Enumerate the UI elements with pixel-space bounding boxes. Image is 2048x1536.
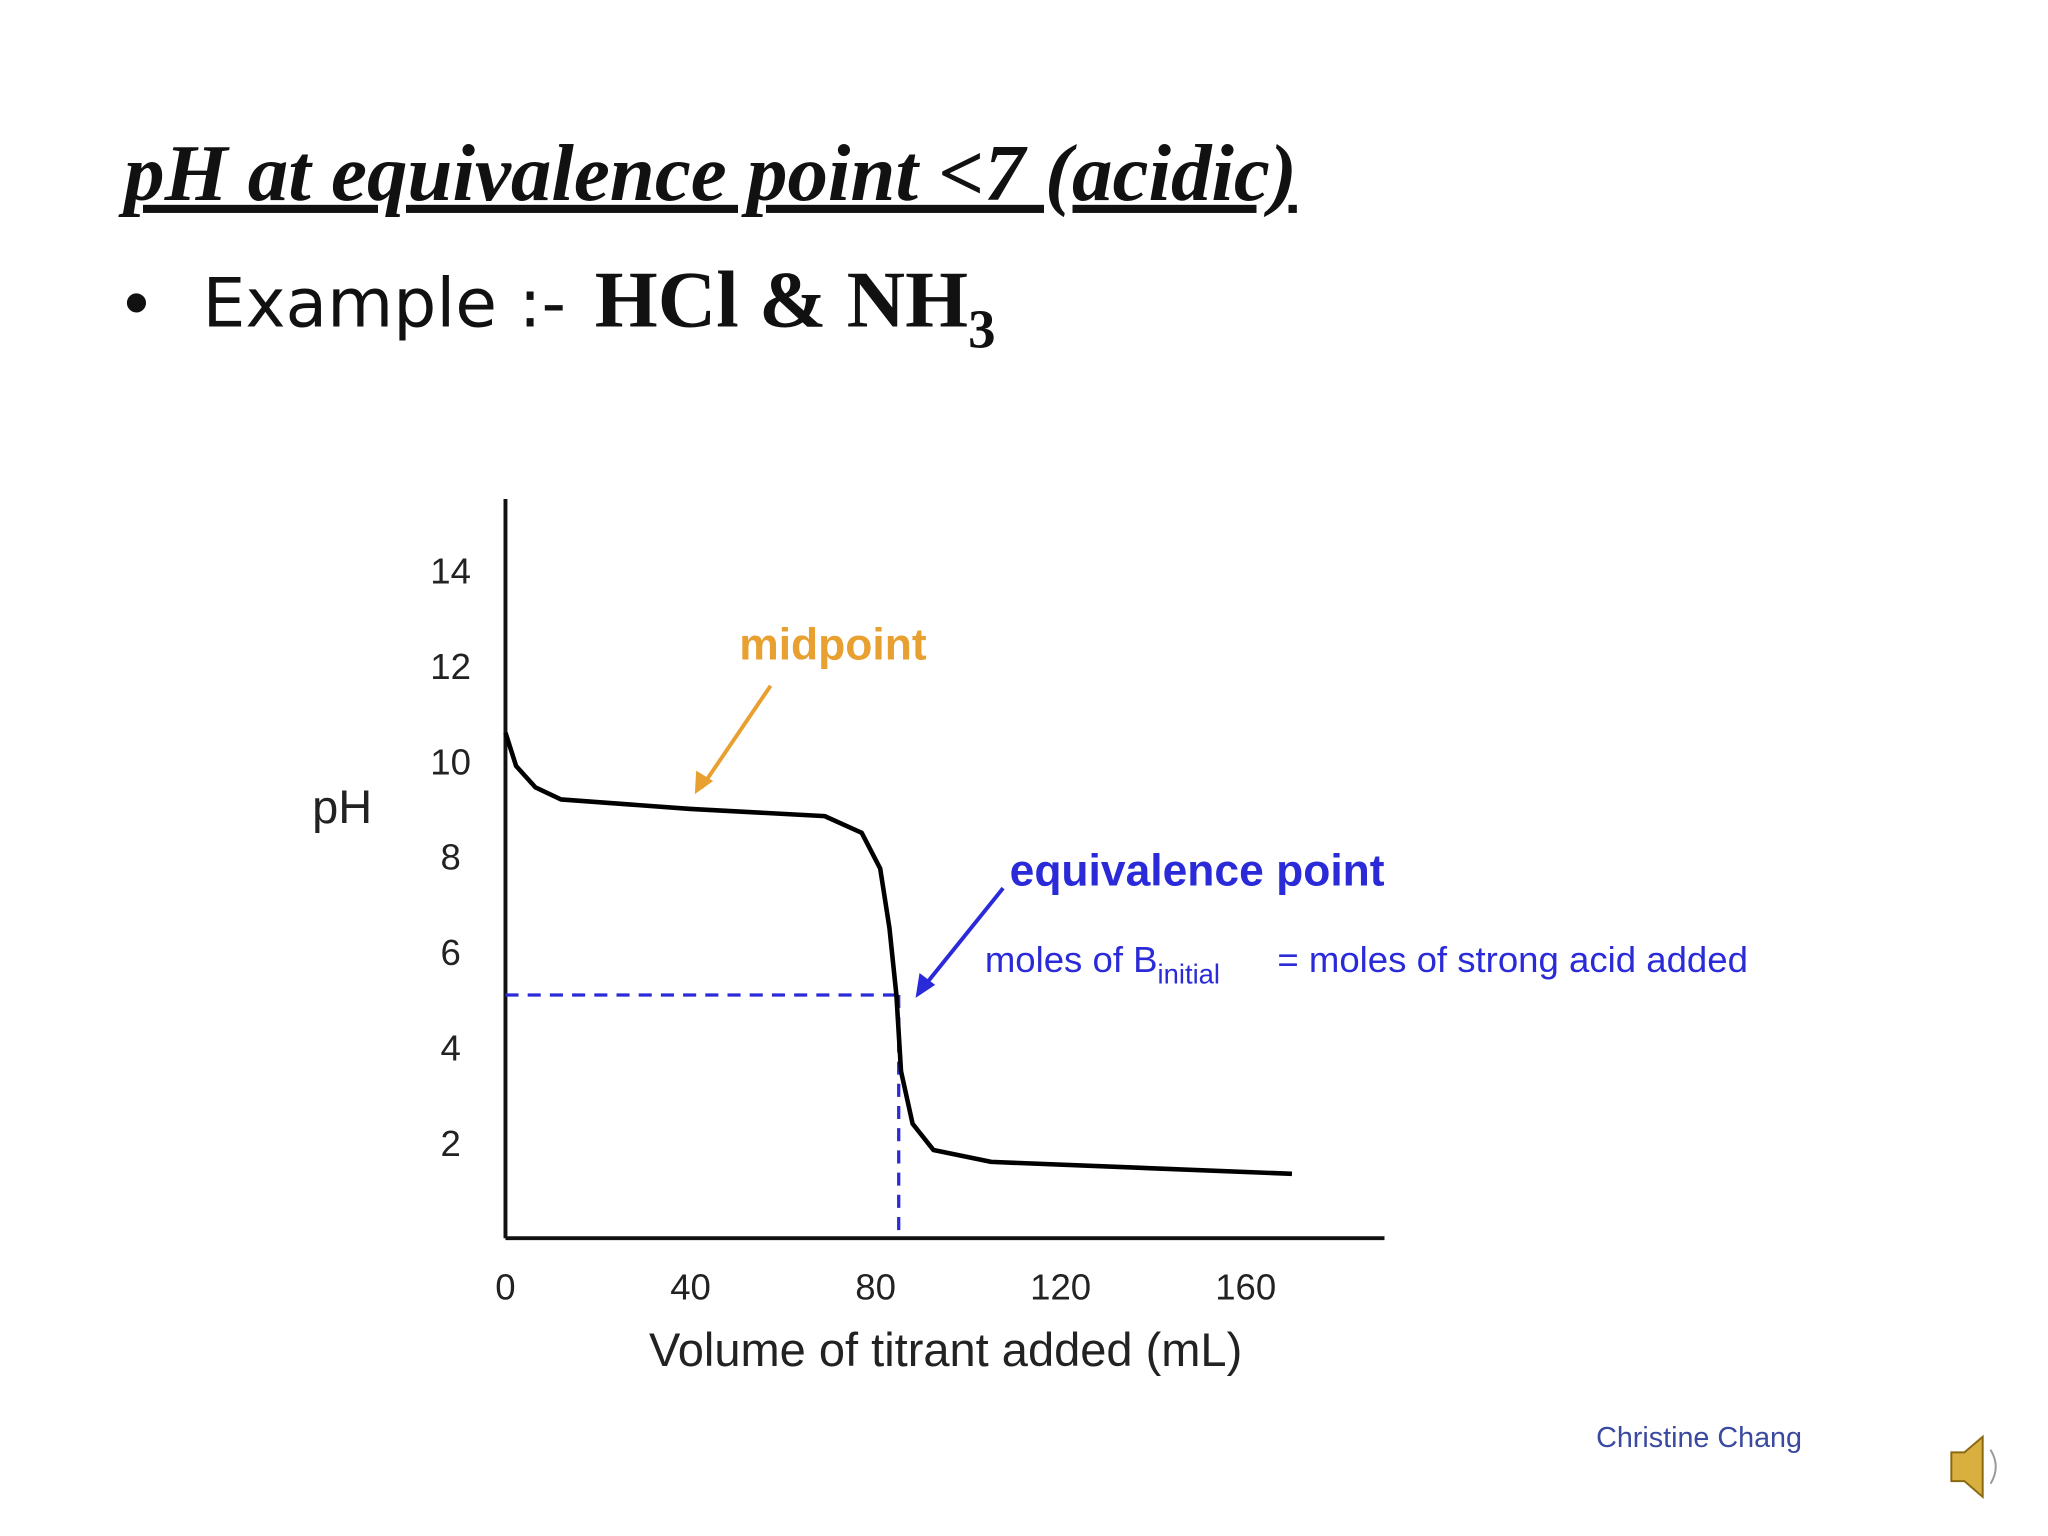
formula: HCl & NH xyxy=(595,255,968,345)
y-tick-label: 8 xyxy=(440,837,460,878)
y-tick-label: 2 xyxy=(440,1123,460,1164)
bullet-line: Example :- HCl & NH3 xyxy=(202,255,995,360)
x-axis-title: Volume of titrant added (mL) xyxy=(649,1323,1242,1376)
x-tick-label: 160 xyxy=(1215,1267,1276,1308)
midpoint-label: midpoint xyxy=(739,621,927,670)
equivalence-arrow xyxy=(920,886,1005,990)
y-axis-title: pH xyxy=(312,780,372,833)
midpoint-arrow xyxy=(699,684,773,789)
formula-subscript: 3 xyxy=(968,298,995,359)
bullet: • xyxy=(124,263,149,342)
y-tick-label: 12 xyxy=(430,646,471,687)
speaker-wave xyxy=(1989,1449,1997,1485)
chart: pH Volume of titrant added (mL) midpoint… xyxy=(312,498,1748,1376)
x-tick-label: 80 xyxy=(855,1267,896,1308)
bullet-text: Example :- xyxy=(202,265,566,344)
x-tick-label: 0 xyxy=(495,1267,515,1308)
speaker-icon xyxy=(1950,1434,1997,1499)
y-tick-label: 10 xyxy=(430,741,471,782)
x-tick-label: 120 xyxy=(1030,1267,1091,1308)
moles-subscript: initial xyxy=(1158,959,1220,990)
credit: Christine Chang xyxy=(1596,1422,1802,1454)
y-tick-label: 14 xyxy=(430,551,471,592)
y-tick-label: 4 xyxy=(440,1027,460,1068)
x-tick-label: 40 xyxy=(670,1267,711,1308)
moles-note: moles of Binitial = moles of strong acid… xyxy=(985,939,1748,992)
y-tick-label: 6 xyxy=(440,932,460,973)
equivalence-label: equivalence point xyxy=(1010,847,1385,896)
moles-left: moles of B xyxy=(985,939,1158,980)
titration-curve xyxy=(503,731,1293,1177)
midpoint-arrowhead xyxy=(694,770,714,795)
equivalence-arrowhead xyxy=(915,973,936,998)
moles-right: = moles of strong acid added xyxy=(1277,939,1748,980)
slide-title: pH at equivalence point <7 (acidic) xyxy=(118,128,1297,218)
speaker-body xyxy=(1950,1434,1984,1499)
